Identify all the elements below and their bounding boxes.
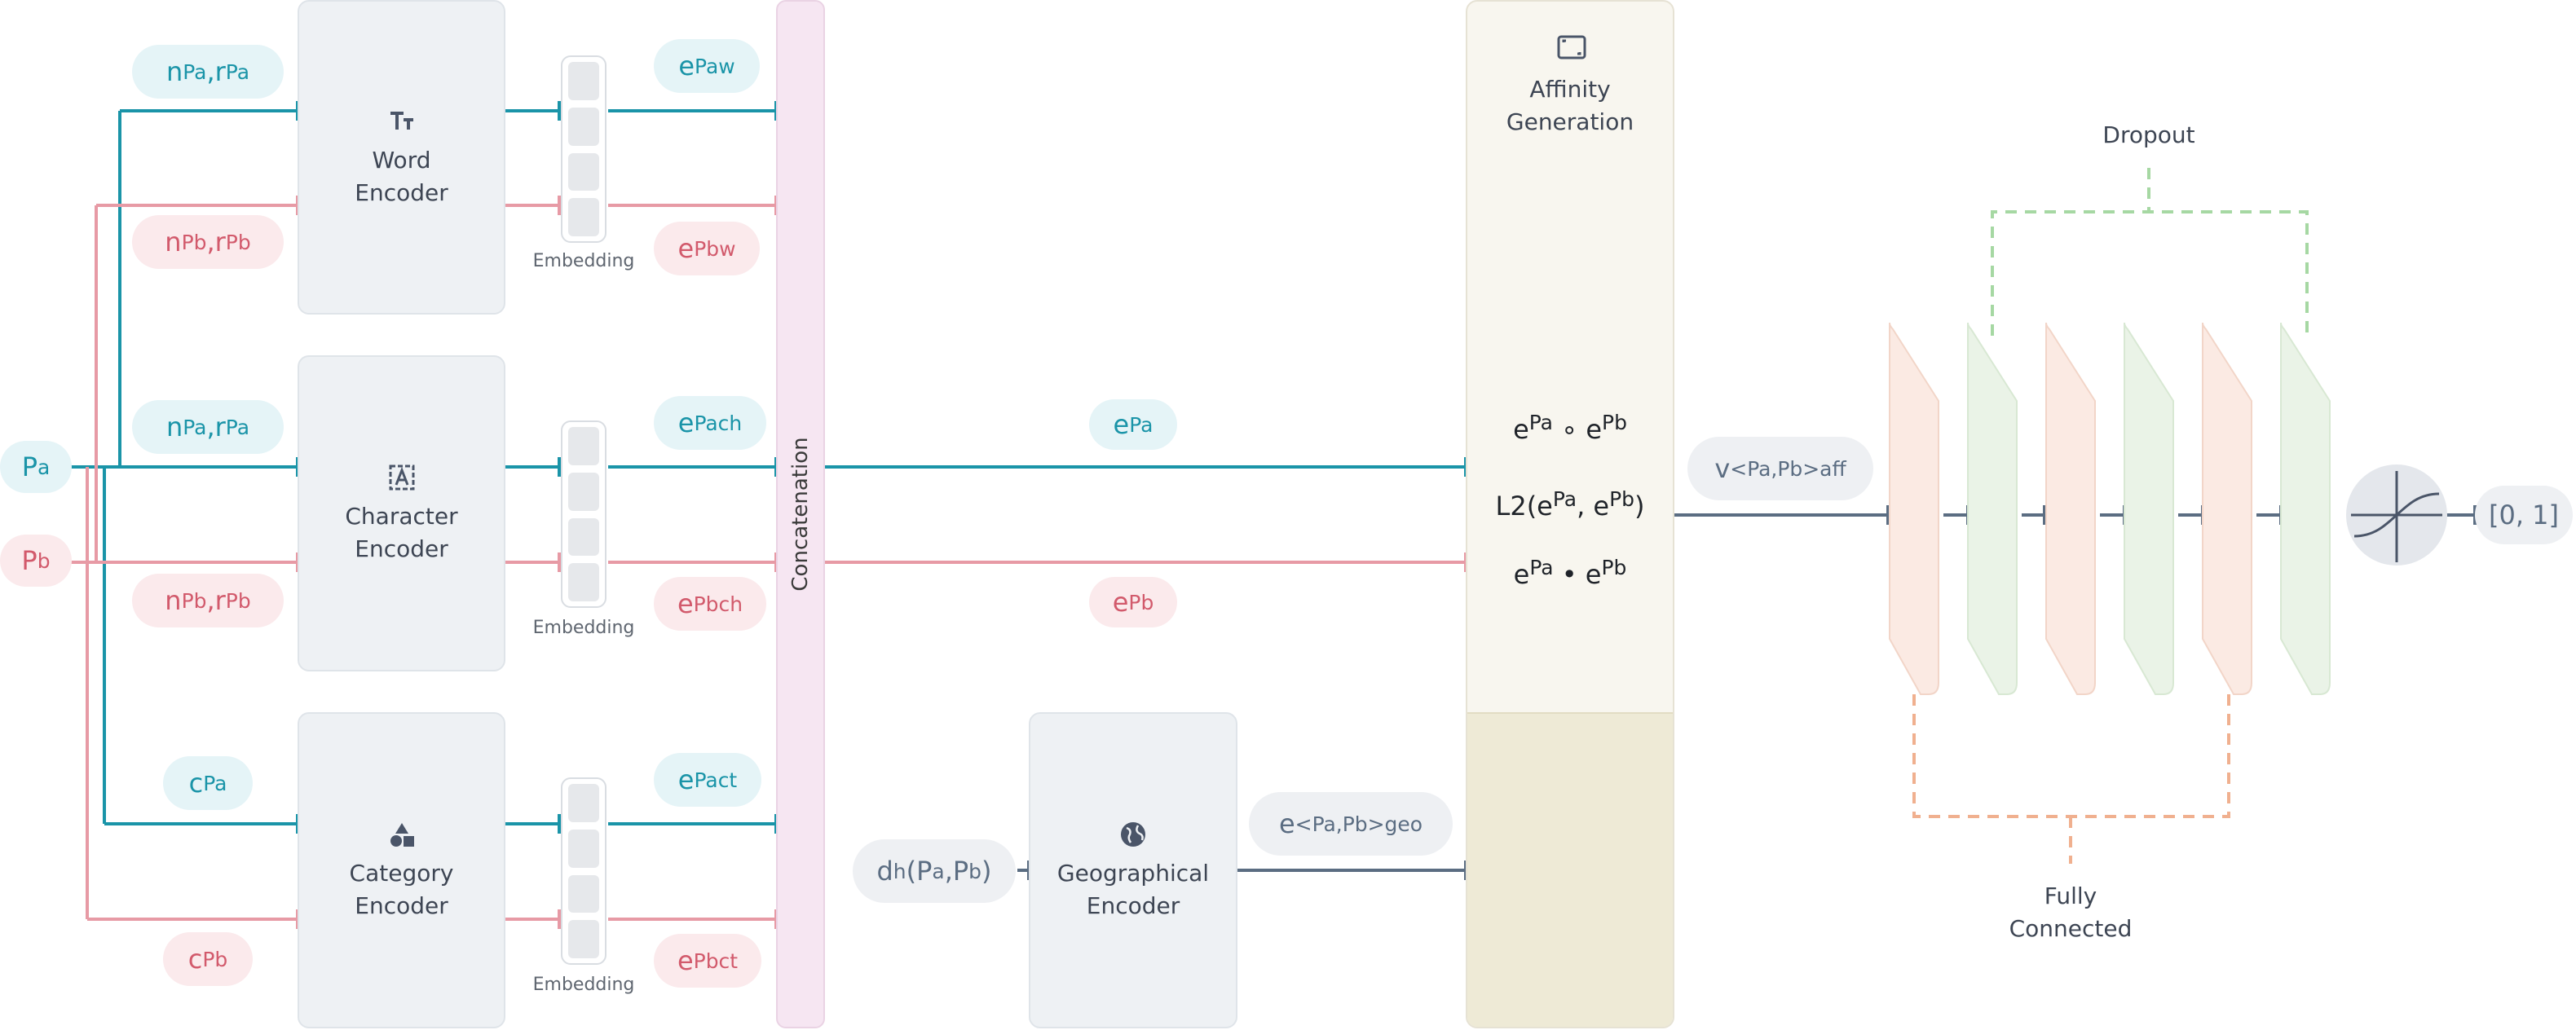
teal-outputs: [505, 109, 1466, 825]
category-embedding-label: Embedding: [532, 975, 635, 995]
word-encoder-label-2: Encoder: [355, 179, 448, 206]
word-embedding: [561, 55, 607, 243]
category-encoder-label-2: Encoder: [355, 892, 448, 919]
char-input-b-label: n Pb, r Pb: [132, 574, 284, 627]
dropout-layer-2: [2124, 322, 2174, 695]
dropout-layer-3: [2280, 322, 2331, 695]
output-range-label: [0, 1]: [2475, 486, 2573, 544]
char-output-a-label: e Pa ch: [654, 396, 766, 450]
word-encoder-label-1: Word: [372, 147, 431, 174]
pink-outputs: [505, 204, 1466, 921]
character-encoder: Character Encoder: [298, 355, 505, 671]
concatenation-label: Concatenation: [788, 437, 813, 592]
affinity-title: Affinity Generation: [1506, 76, 1634, 135]
fully-connected-label: Fully Connected: [2009, 883, 2133, 942]
geo-input-label: d h (P a ,P b): [853, 839, 1016, 903]
character-embedding-label: Embedding: [532, 618, 635, 638]
category-encoder: Category Encoder: [298, 712, 505, 1028]
word-input-b-label: n Pb, r Pb: [132, 215, 284, 269]
concatenation-block: Concatenation: [776, 0, 825, 1028]
affinity-generation-block: Affinity Generation: [1466, 0, 1674, 1028]
word-output-a-label: e Pa w: [654, 39, 760, 93]
character-encoder-label-1: Character: [345, 503, 458, 530]
char-input-a-label: n Pa, r Pa: [132, 400, 284, 454]
cat-output-b-label: e Pb ct: [654, 934, 761, 988]
cat-input-b-label: c Pb: [163, 932, 253, 986]
affinity-op-l2: L2(ePa, ePb): [1495, 487, 1645, 522]
word-input-a-label: n Pa, r Pa: [132, 45, 284, 99]
geo-output-label: e <Pa,Pb> geo: [1249, 792, 1453, 856]
dropout-label: Dropout: [2102, 121, 2195, 148]
word-encoder: Word Encoder: [298, 0, 505, 315]
dropout-layer-1: [1967, 322, 2018, 695]
fc-layer-2: [2045, 322, 2096, 695]
cat-output-a-label: e Pa ct: [654, 753, 761, 807]
affinity-vector-label: v <Pa,Pb> aff: [1687, 437, 1873, 500]
pb-connectors: [64, 204, 298, 921]
affinity-op-hadamard: ePa ∘ ePb: [1513, 411, 1627, 446]
fc-layer-3: [2202, 322, 2252, 695]
pa-connectors: [64, 109, 298, 825]
category-embedding: [561, 777, 607, 965]
concat-output-b-label: e Pb: [1089, 577, 1177, 627]
dropout-bracket: [1991, 168, 2309, 336]
geographical-encoder-label-2: Encoder: [1086, 892, 1180, 919]
affinity-geo-section: [1467, 712, 1673, 1027]
character-embedding: [561, 420, 607, 608]
category-encoder-label-1: Category: [349, 860, 454, 887]
network-layers: [1889, 322, 2331, 695]
shapes-icon: [390, 823, 414, 847]
character-box-icon: [389, 464, 414, 491]
geographical-encoder-label-1: Geographical: [1056, 860, 1210, 887]
char-output-b-label: e Pb ch: [654, 577, 766, 631]
text-size-icon: [390, 112, 413, 130]
affinity-op-dot: ePa • ePb: [1513, 556, 1627, 591]
geographical-encoder: Geographical Encoder: [1029, 712, 1237, 1028]
word-output-b-label: e Pb w: [654, 222, 760, 275]
frame-icon: [1557, 35, 1586, 59]
globe-icon: [1121, 822, 1145, 847]
cat-input-a-label: c Pa: [163, 756, 253, 810]
character-encoder-label-2: Encoder: [355, 535, 448, 562]
sigmoid-icon: [2346, 464, 2447, 566]
fc-layer-1: [1889, 322, 1939, 695]
fc-bracket: [1912, 694, 2230, 864]
word-embedding-label: Embedding: [532, 251, 635, 271]
concat-output-a-label: e Pa: [1089, 399, 1177, 450]
